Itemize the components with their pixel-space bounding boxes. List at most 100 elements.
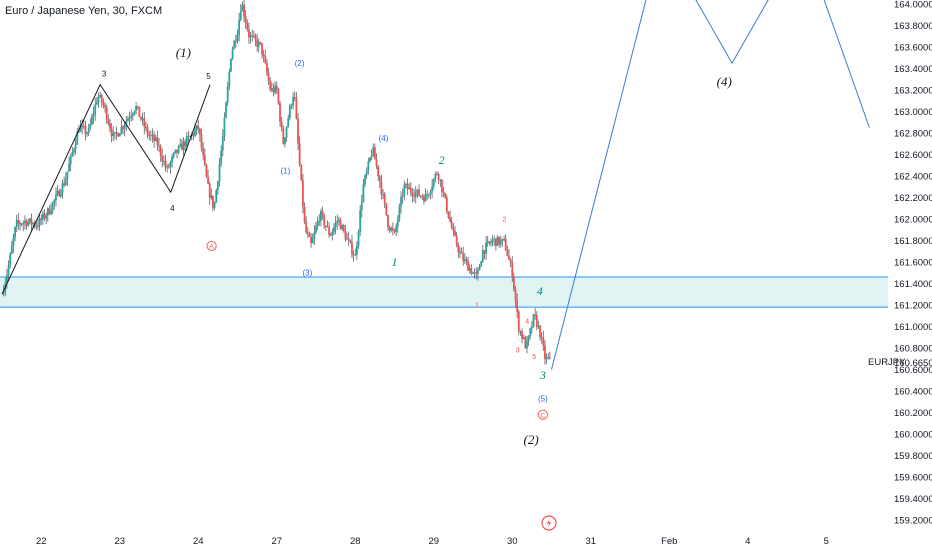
candle-body	[35, 225, 38, 227]
candle-body	[524, 337, 527, 349]
candle-body	[480, 261, 483, 267]
candle-body	[71, 152, 74, 156]
candle-body	[270, 88, 273, 90]
candle-body	[334, 222, 337, 228]
candle-body	[92, 113, 95, 117]
candle-body	[143, 118, 146, 127]
candle-body	[302, 180, 304, 207]
candle-body	[68, 163, 70, 172]
candle-body	[207, 176, 209, 184]
candle-body	[218, 164, 221, 182]
candle-body	[539, 325, 541, 338]
candle-body	[305, 222, 308, 233]
candle-body	[313, 232, 316, 239]
candle-body	[264, 55, 267, 63]
candle-body	[46, 208, 49, 216]
candle-body	[257, 41, 260, 47]
wave-label: (2)	[524, 432, 539, 447]
candle-body	[403, 184, 406, 196]
wave-label: 1	[475, 302, 479, 309]
wave-annotations	[1, 83, 211, 295]
event-marker[interactable]	[541, 515, 557, 531]
candle-body	[202, 148, 205, 155]
candle-body	[514, 289, 517, 301]
candle-body	[449, 217, 452, 222]
candle-body	[380, 181, 383, 195]
candle-body	[437, 173, 440, 180]
candle-body	[450, 221, 453, 229]
candle-body	[94, 104, 97, 114]
wave-label: 2	[502, 216, 506, 223]
candle-body	[478, 266, 481, 271]
wave-label: (1)	[280, 166, 290, 175]
candle-body	[423, 197, 425, 202]
price-tick-label: 160.80000	[894, 343, 932, 354]
candle-body	[159, 145, 162, 156]
candle-body	[491, 239, 494, 243]
candle-body	[473, 272, 476, 274]
candle-body	[12, 237, 15, 247]
candle-body	[198, 128, 201, 135]
price-tick-label: 161.20000	[894, 300, 932, 311]
candle-body	[537, 325, 540, 327]
wave-label: (4)	[717, 74, 732, 89]
candle-body	[409, 187, 412, 193]
candle-body	[462, 253, 465, 261]
candle-body	[195, 125, 198, 131]
candle-body	[292, 97, 295, 106]
price-tick-label: 163.60000	[894, 42, 932, 53]
candle-body	[534, 314, 537, 316]
candle-body	[427, 194, 430, 196]
candle-body	[164, 160, 167, 168]
candle-body	[225, 102, 227, 118]
candle-body	[238, 19, 241, 36]
lightning-bolt-glyph	[546, 518, 552, 528]
candle-body	[347, 238, 350, 241]
projection-path	[551, 0, 870, 370]
candle-body	[298, 143, 301, 165]
candle-body	[176, 149, 178, 153]
candle-body	[349, 240, 352, 243]
candle-body	[140, 116, 142, 120]
candle-body	[336, 220, 339, 223]
candle-body	[37, 225, 39, 227]
candle-body	[107, 119, 110, 124]
candle-body	[156, 137, 159, 146]
candle-body	[447, 211, 450, 218]
candle-body	[51, 202, 54, 211]
candle-body	[123, 125, 126, 129]
candle-body	[205, 164, 208, 177]
price-tick-label: 164.00000	[894, 0, 932, 10]
last-price-label: 160.66500	[894, 358, 932, 369]
candle-body	[414, 192, 417, 197]
candle-body	[130, 116, 133, 118]
time-axis[interactable]: 22 23 24 27 28 29 30 31 Feb 4 5	[36, 536, 829, 547]
candle-body	[285, 126, 288, 138]
candle-body	[41, 213, 44, 220]
candle-body	[395, 226, 398, 232]
candle-body	[275, 85, 278, 90]
candle-body	[506, 250, 509, 256]
candle-body	[212, 195, 214, 208]
candle-body	[28, 218, 31, 222]
candle-body	[477, 270, 479, 274]
price-tick-label: 161.80000	[894, 236, 932, 247]
price-axis[interactable]: 159.20000 159.40000 159.60000 159.80000 160.…	[894, 0, 932, 526]
candle-body	[161, 155, 164, 162]
candle-body	[194, 130, 196, 136]
candle-body	[378, 175, 381, 182]
candle-body	[269, 80, 272, 90]
candle-body	[136, 106, 139, 108]
candle-body	[73, 149, 75, 153]
candle-body	[339, 219, 342, 230]
candle-body	[436, 173, 438, 175]
candle-body	[411, 192, 414, 196]
candle-body	[102, 102, 105, 105]
candle-body	[244, 16, 247, 23]
candle-body	[365, 170, 368, 176]
candle-body	[53, 199, 56, 203]
candle-body	[481, 250, 484, 262]
candle-body	[508, 255, 510, 260]
candle-body	[262, 54, 265, 56]
